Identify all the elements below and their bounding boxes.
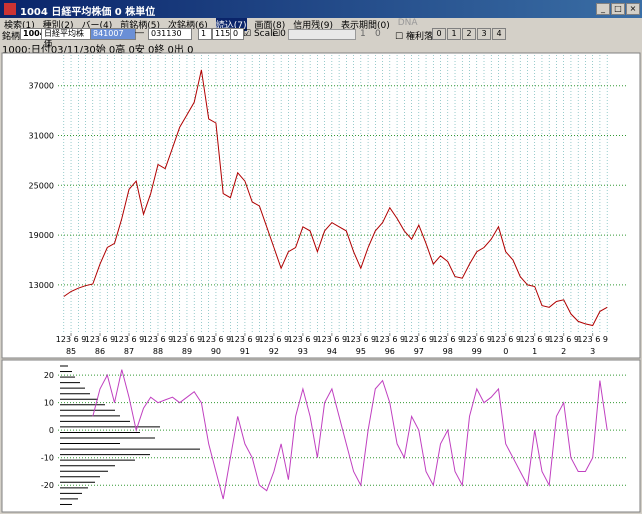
page-button[interactable]: 0 xyxy=(432,28,446,40)
scale-checkbox[interactable]: ☑ Scale xyxy=(243,29,279,39)
x-tick-label: 89 xyxy=(182,347,192,356)
x-tick-label: 86 xyxy=(95,347,105,356)
y-tick-label: -20 xyxy=(41,481,54,490)
x-tick-label: 91 xyxy=(240,347,250,356)
month-labels: 123 6 9 xyxy=(201,335,232,344)
x-tick-label: 95 xyxy=(356,347,366,356)
month-labels: 123 6 9 xyxy=(490,335,521,344)
price-panel xyxy=(1,52,641,359)
x-tick-label: 3 xyxy=(590,347,595,356)
month-labels: 123 6 9 xyxy=(230,335,261,344)
page-button[interactable]: 2 xyxy=(462,28,476,40)
month-labels: 123 6 9 xyxy=(172,335,203,344)
menu-item[interactable]: バー(4) xyxy=(81,21,113,31)
menu-item[interactable]: 次銘柄(6) xyxy=(168,21,208,31)
x-tick-label: 87 xyxy=(124,347,134,356)
x-tick-label: 93 xyxy=(298,347,308,356)
y-tick-label: -10 xyxy=(41,454,54,463)
month-labels: 123 6 9 xyxy=(85,335,116,344)
menu-item[interactable]: DNA xyxy=(397,18,418,28)
month-labels: 123 6 9 xyxy=(346,335,377,344)
page-button[interactable]: 4 xyxy=(492,28,506,40)
start-date[interactable]: 841007 xyxy=(90,28,136,40)
month-labels: 123 6 9 xyxy=(56,335,87,344)
month-labels: 123 6 9 xyxy=(461,335,492,344)
x-tick-label: 90 xyxy=(211,347,221,356)
x-tick-label: 0 xyxy=(503,347,508,356)
label: Scale xyxy=(253,29,279,39)
x-tick-label: 96 xyxy=(385,347,395,356)
y-tick-label: 20 xyxy=(44,371,54,380)
x-tick-label: 1 xyxy=(532,347,537,356)
x-tick-label: 99 xyxy=(472,347,482,356)
month-labels: 123 6 9 xyxy=(114,335,145,344)
month-labels: 123 6 9 xyxy=(143,335,174,344)
status-line: 1000:日付03/11/30始 0高 0安 0終 0出 0 xyxy=(2,45,194,56)
month-labels: 123 6 9 xyxy=(404,335,435,344)
label: 権利落 xyxy=(405,32,433,42)
month-labels: 123 6 9 xyxy=(519,335,550,344)
x-tick-label: 98 xyxy=(443,347,453,356)
y-tick-label: 37000 xyxy=(29,82,54,91)
month-labels: 123 6 9 xyxy=(548,335,579,344)
maximize-button[interactable]: □ xyxy=(611,3,625,15)
x-tick-label: 92 xyxy=(269,347,279,356)
label: 1 xyxy=(360,29,366,39)
label: 0 xyxy=(280,29,286,39)
label: 銘柄 xyxy=(2,32,21,42)
month-labels: 123 6 9 xyxy=(577,335,608,344)
month-labels: 123 6 9 xyxy=(259,335,290,344)
month-labels: 123 6 9 xyxy=(317,335,348,344)
end-date[interactable]: 031130 xyxy=(148,28,192,40)
y-tick-label: 31000 xyxy=(29,131,54,140)
y-tick-label: 19000 xyxy=(29,231,54,240)
y-tick-label: 25000 xyxy=(29,181,54,190)
month-labels: 123 6 9 xyxy=(375,335,406,344)
title-bar xyxy=(0,0,642,18)
scrollbar[interactable] xyxy=(288,29,356,40)
y-tick-label: 13000 xyxy=(29,281,54,290)
x-tick-label: 94 xyxy=(327,347,337,356)
menu-item[interactable]: 前銘柄(5) xyxy=(120,21,160,31)
menu-item[interactable]: 読込(7) xyxy=(215,18,247,31)
x-tick-label: 2 xyxy=(561,347,566,356)
field[interactable]: 1 xyxy=(198,28,212,40)
month-labels: 123 6 9 xyxy=(288,335,319,344)
page-button[interactable]: 3 xyxy=(477,28,491,40)
oscillator-panel xyxy=(1,359,641,513)
window-title: 1004 日経平均株価 0 株単位 xyxy=(20,7,156,18)
menu-item[interactable]: 種別(2) xyxy=(42,21,74,31)
field[interactable]: 0 xyxy=(230,28,244,40)
month-labels: 123 6 9 xyxy=(433,335,464,344)
label: 0 xyxy=(375,29,381,39)
app-icon xyxy=(4,3,16,15)
series-line xyxy=(92,369,608,500)
x-tick-label: 85 xyxy=(66,347,76,356)
field[interactable]: 1150 xyxy=(212,28,235,40)
close-button[interactable]: × xyxy=(626,3,640,15)
series-line xyxy=(63,69,608,327)
menu-item[interactable]: 検索(1) xyxy=(4,21,35,31)
y-tick-label: 0 xyxy=(49,426,54,435)
menu-item[interactable]: 画面(8) xyxy=(254,21,286,31)
menu-item[interactable]: 表示期間(0) xyxy=(341,21,390,31)
checkbox[interactable]: ☐ 権利落 xyxy=(395,32,433,42)
page-button[interactable]: 1 xyxy=(447,28,461,40)
menu-item[interactable]: 信用残(9) xyxy=(293,21,333,31)
x-tick-label: 88 xyxy=(153,347,163,356)
x-tick-label: 97 xyxy=(414,347,424,356)
minimize-button[interactable]: _ xyxy=(596,3,610,15)
y-tick-label: 10 xyxy=(44,399,54,408)
checkbox[interactable]: ☐0 xyxy=(272,29,286,39)
separator: ― xyxy=(135,28,144,38)
